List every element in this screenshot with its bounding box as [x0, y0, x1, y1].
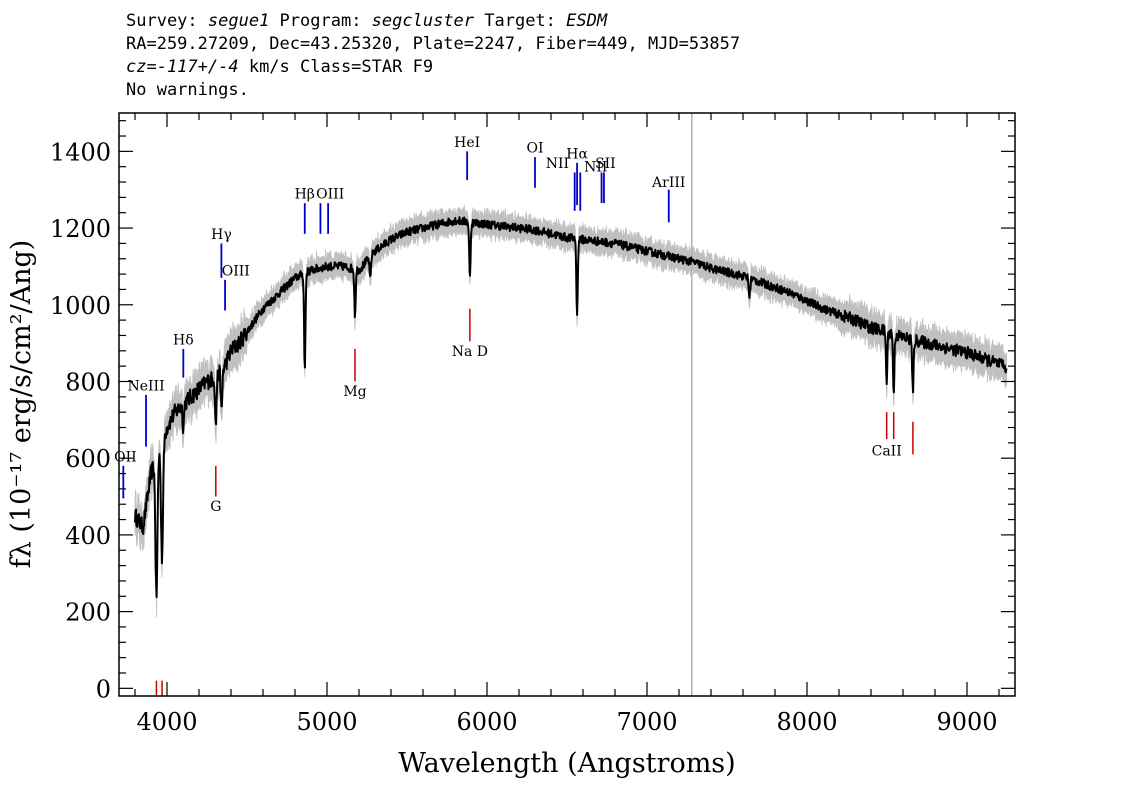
absorption-line-label: CaII: [872, 444, 902, 460]
header-line-redshift: cz=-117+/-4 km/s Class=STAR F9: [126, 56, 740, 79]
y-tick-label: 1200: [50, 215, 111, 243]
program-label: Program:: [269, 11, 372, 31]
flux-line: [134, 216, 1008, 599]
spectrum-header: Survey: segue1 Program: segcluster Targe…: [126, 10, 740, 102]
y-tick-label: 200: [65, 599, 111, 627]
emission-line-label: NII: [546, 156, 569, 172]
header-line-coordinates: RA=259.27209, Dec=43.25320, Plate=2247, …: [126, 34, 741, 54]
target-label: Target:: [474, 11, 567, 31]
y-axis-label: fλ (10⁻¹⁷ erg/s/cm²/Ang): [6, 240, 37, 569]
y-tick-label: 0: [96, 675, 111, 703]
absorption-line-label: Mg: [343, 384, 366, 400]
header-line-warnings: No warnings.: [126, 80, 249, 100]
x-tick-label: 4000: [136, 708, 197, 736]
emission-line-label: OII: [114, 449, 137, 465]
absorption-line-label: Na D: [452, 344, 488, 360]
y-tick-label: 800: [65, 368, 111, 396]
emission-line-label: OI: [526, 141, 543, 157]
y-tick-label: 400: [65, 522, 111, 550]
emission-line-label: ArIII: [651, 175, 685, 191]
x-tick-label: 7000: [616, 708, 677, 736]
axis-ticks: 4000 5000 6000 7000 8000 9000 0 200 400 600 800 100…: [50, 113, 1015, 736]
error-band-area: [134, 204, 1008, 618]
x-tick-label: 8000: [776, 708, 837, 736]
target-value: ESDM: [566, 11, 608, 31]
plot-frame: [118, 112, 1016, 697]
x-tick-label: 5000: [296, 708, 357, 736]
y-tick-label: 1400: [50, 138, 111, 166]
emission-line-label: Hα: [566, 146, 588, 162]
emission-line-label: Hβ: [295, 187, 315, 203]
error-band: [134, 204, 1008, 618]
emission-line-label: SII: [595, 156, 616, 172]
emission-line-label: NeIII: [127, 378, 164, 394]
x-tick-label: 9000: [936, 708, 997, 736]
absorption-line-label: G: [210, 499, 221, 515]
header-line-survey: Survey: segue1 Program: segcluster Targe…: [126, 10, 740, 33]
emission-line-label: OIII: [316, 187, 344, 203]
survey-value: segue1: [207, 11, 270, 31]
x-axis-label: Wavelength (Angstroms): [398, 748, 735, 779]
emission-line-label: NII: [584, 160, 607, 176]
emission-line-label: Hδ: [173, 332, 194, 348]
program-value: segcluster: [371, 11, 475, 31]
emission-line-label: HeI: [454, 135, 480, 151]
emission-line-label: OIII: [222, 263, 250, 279]
survey-label: Survey:: [126, 11, 208, 31]
y-tick-label: 600: [65, 445, 111, 473]
flux-series: [134, 216, 1008, 599]
y-tick-label: 1000: [50, 292, 111, 320]
redshift-value: cz=-117+/-4: [126, 57, 239, 77]
x-tick-label: 6000: [456, 708, 517, 736]
emission-line-label: Hγ: [211, 227, 232, 243]
class-value: km/s Class=STAR F9: [238, 57, 434, 77]
